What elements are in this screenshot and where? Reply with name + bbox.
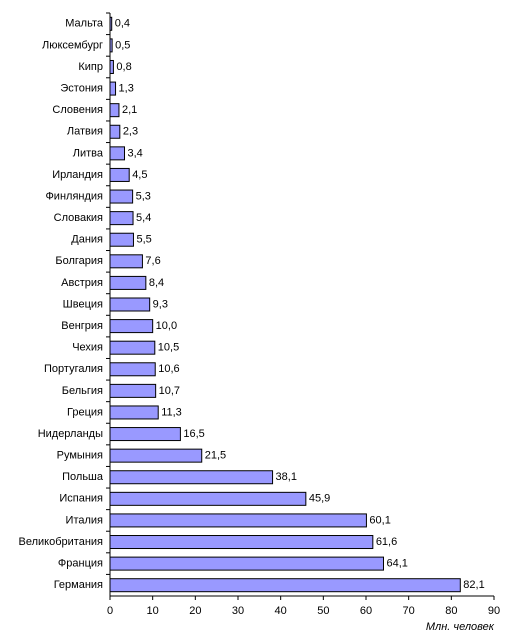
bar	[109, 189, 134, 204]
bar	[109, 470, 274, 485]
x-tick-label: 70	[403, 605, 415, 617]
bar	[109, 81, 117, 96]
y-tick-label: Словакия	[54, 212, 103, 224]
data-label: 5,4	[136, 212, 151, 224]
bar	[109, 103, 120, 118]
bar	[109, 578, 461, 593]
y-tick-label: Австрия	[61, 277, 103, 289]
data-label: 8,4	[149, 277, 164, 289]
data-label: 10,6	[158, 363, 179, 375]
y-tick-label: Великобритания	[19, 536, 104, 548]
y-tick-label: Венгрия	[61, 320, 103, 332]
bar	[109, 405, 159, 420]
bar	[109, 232, 134, 247]
data-label: 11,3	[161, 406, 182, 418]
data-label: 38,1	[276, 471, 297, 483]
bar	[109, 146, 126, 161]
bar	[109, 59, 114, 74]
x-tick-label: 80	[445, 605, 457, 617]
y-tick-label: Греция	[67, 406, 103, 418]
data-label: 1,3	[119, 82, 134, 94]
data-label: 10,7	[159, 385, 180, 397]
bar	[109, 297, 151, 312]
bar	[109, 340, 156, 355]
data-label: 5,3	[136, 190, 151, 202]
data-label: 10,5	[158, 342, 179, 354]
y-tick-label: Эстония	[60, 82, 103, 94]
y-tick-label: Испания	[59, 493, 103, 505]
y-tick-label: Португалия	[44, 363, 103, 375]
y-tick-label: Германия	[54, 579, 103, 591]
bar	[109, 513, 367, 528]
bar	[109, 383, 157, 398]
data-label: 5,5	[136, 234, 151, 246]
bar	[109, 167, 130, 182]
y-tick-label: Швеция	[63, 298, 103, 310]
bar	[109, 556, 384, 571]
data-label: 9,3	[153, 298, 168, 310]
x-tick-label: 60	[360, 605, 372, 617]
y-tick-label: Румыния	[57, 450, 103, 462]
y-tick-label: Италия	[66, 514, 104, 526]
bar	[109, 491, 307, 506]
data-label: 2,3	[123, 126, 138, 138]
data-label: 2,1	[122, 104, 137, 116]
x-tick-label: 90	[488, 605, 500, 617]
y-tick-label: Финляндия	[45, 190, 103, 202]
bar	[109, 275, 147, 290]
data-label: 7,6	[145, 255, 160, 267]
bar	[109, 427, 181, 442]
x-tick-label: 30	[232, 605, 244, 617]
data-label: 61,6	[376, 536, 397, 548]
data-label: 45,9	[309, 493, 330, 505]
y-tick-label: Болгария	[55, 255, 103, 267]
bar	[109, 124, 121, 139]
x-tick-label: 10	[147, 605, 159, 617]
data-label: 60,1	[369, 514, 390, 526]
bar	[109, 319, 154, 334]
y-tick-label: Бельгия	[62, 385, 103, 397]
x-tick-label: 50	[317, 605, 329, 617]
y-tick-label: Латвия	[67, 126, 103, 138]
bar	[109, 362, 156, 377]
y-tick-label: Дания	[71, 234, 103, 246]
data-label: 0,8	[116, 61, 131, 73]
y-tick-label: Нидерланды	[38, 428, 103, 440]
bar	[109, 535, 374, 550]
bar	[109, 38, 113, 53]
bar	[109, 448, 203, 463]
bar	[109, 254, 143, 269]
y-tick-label: Ирландия	[52, 169, 103, 181]
y-tick-label: Польша	[62, 471, 104, 483]
data-label: 16,5	[183, 428, 204, 440]
y-tick-label: Литва	[73, 147, 104, 159]
data-label: 0,5	[115, 39, 130, 51]
y-tick-label: Кипр	[78, 61, 103, 73]
x-axis-label: Млн. человек	[426, 621, 495, 633]
y-tick-label: Мальта	[65, 18, 104, 30]
data-label: 3,4	[128, 147, 143, 159]
x-tick-label: 20	[189, 605, 201, 617]
data-label: 64,1	[386, 558, 407, 570]
bar	[109, 211, 134, 226]
x-tick-label: 0	[107, 605, 113, 617]
data-label: 4,5	[132, 169, 147, 181]
y-tick-label: Словения	[52, 104, 103, 116]
bar	[109, 16, 113, 31]
x-tick-label: 40	[275, 605, 287, 617]
data-label: 82,1	[463, 579, 484, 591]
data-label: 21,5	[205, 450, 226, 462]
y-tick-label: Люксембург	[42, 39, 103, 51]
y-tick-label: Франция	[58, 558, 103, 570]
data-label: 0,4	[115, 18, 130, 30]
y-tick-label: Чехия	[72, 342, 103, 354]
data-label: 10,0	[156, 320, 177, 332]
